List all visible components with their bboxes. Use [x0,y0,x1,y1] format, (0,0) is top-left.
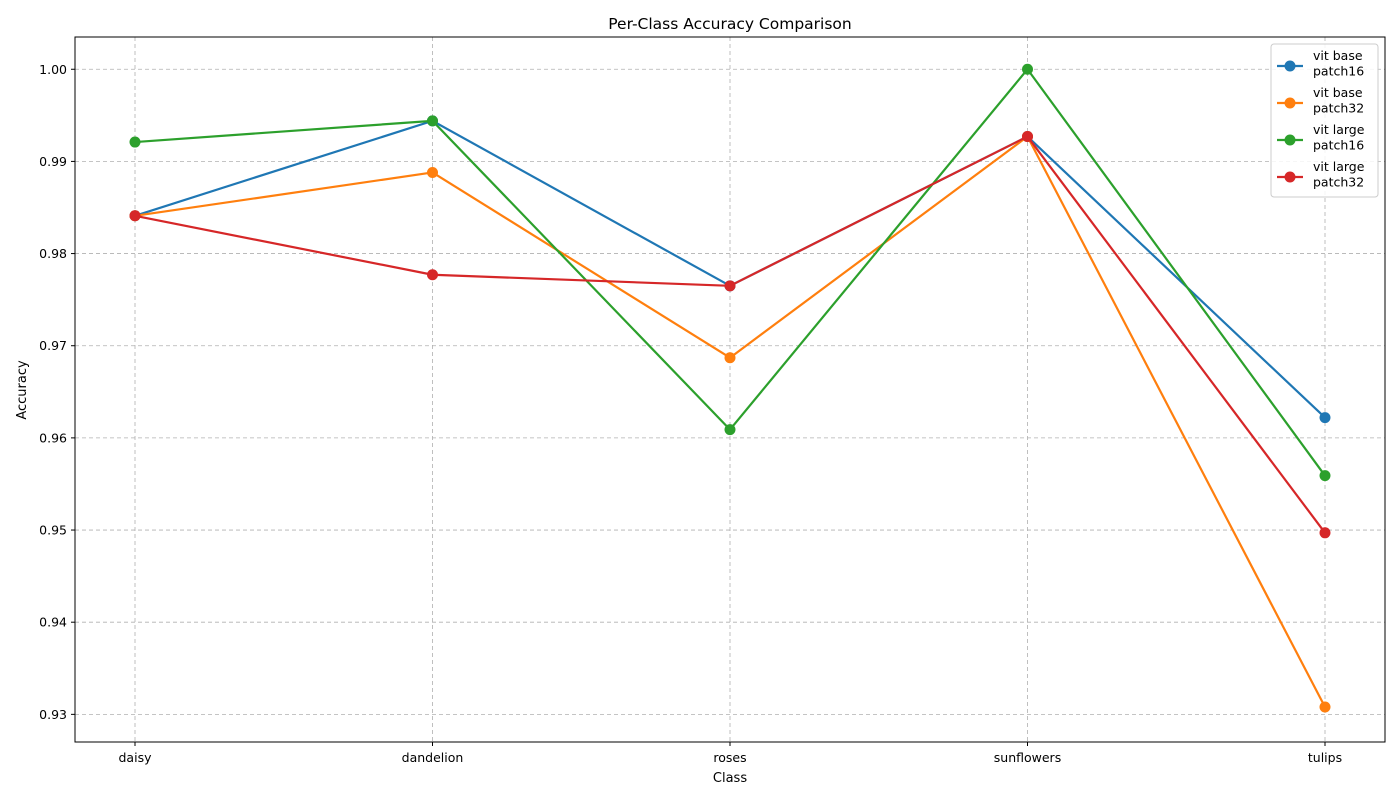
data-point [1319,527,1331,539]
y-tick-label: 0.97 [39,338,67,353]
series-lines [129,63,1331,713]
x-tick-label: tulips [1308,750,1342,765]
plot-area [74,36,1386,743]
legend-label: vit large [1313,122,1365,137]
y-axis-label: Accuracy [15,360,30,420]
data-point [129,210,141,222]
data-point [427,166,438,178]
y-axis-ticks: 0.93 0.94 0.95 0.96 0.97 0.98 0.99 1.00 [39,62,75,722]
legend-label: vit base [1313,48,1363,63]
y-tick-label: 0.98 [39,246,67,261]
data-point [1022,63,1033,75]
data-point [1022,131,1033,143]
legend-marker [1284,171,1296,183]
legend-marker [1284,134,1296,146]
y-tick-label: 0.93 [39,707,67,722]
data-point [1319,470,1331,482]
legend-label: patch16 [1313,138,1364,153]
y-tick-label: 0.99 [39,154,67,169]
series-vit-large-patch32 [129,131,1331,539]
legend-box [1270,43,1379,198]
x-axis-ticks: daisy dandelion roses sunflowers tulips [119,742,1342,765]
legend-label: vit large [1313,159,1365,174]
x-tick-label: daisy [119,750,153,765]
y-tick-label: 0.96 [39,430,67,445]
data-point [724,352,736,364]
data-point [1319,701,1331,713]
legend-label: patch32 [1313,175,1364,190]
x-tick-label: dandelion [402,750,464,765]
y-tick-label: 0.94 [39,615,67,630]
data-point [427,269,438,281]
x-axis-label: Class [713,771,747,786]
legend-label: patch16 [1313,64,1364,79]
data-point [724,280,736,292]
legend-marker [1284,60,1296,72]
data-point [129,136,141,148]
series-vit-large-patch16 [129,63,1331,482]
chart-title: Per-Class Accuracy Comparison [608,15,852,33]
x-tick-label: roses [713,750,746,765]
data-point [427,115,438,127]
x-tick-label: sunflowers [994,750,1061,765]
data-point [1319,412,1331,424]
legend-label: vit base [1313,85,1363,100]
grid [75,37,1385,742]
y-tick-label: 0.95 [39,523,67,538]
legend-marker [1284,97,1296,109]
data-point [724,424,736,436]
legend-label: patch32 [1313,101,1364,116]
y-tick-label: 1.00 [39,62,67,77]
series-vit-base-patch32 [129,131,1331,713]
